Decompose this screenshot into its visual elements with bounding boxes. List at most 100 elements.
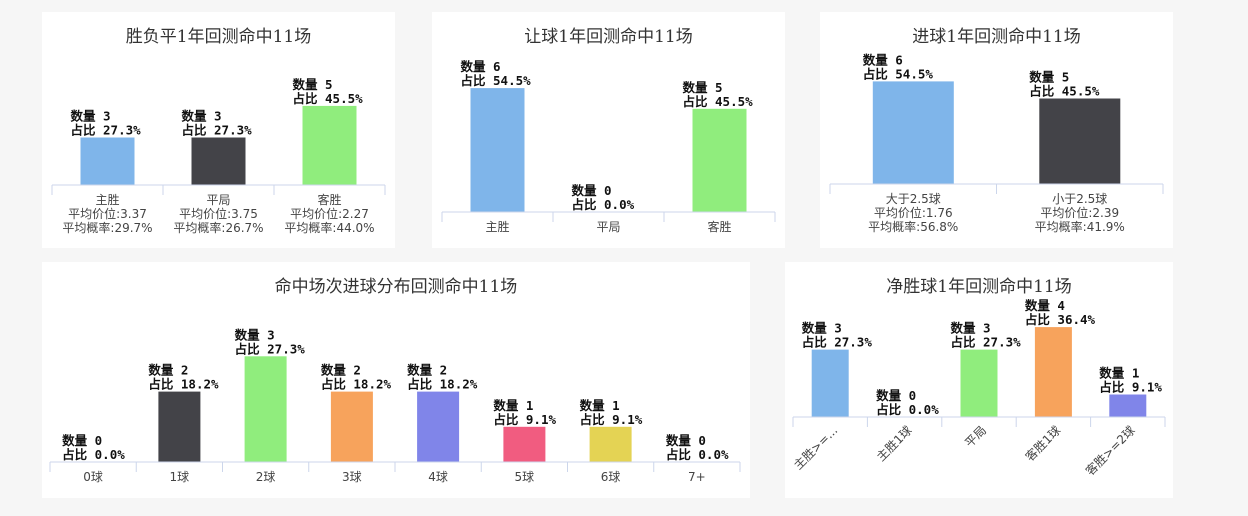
data-label-count: 数量 1: [579, 398, 620, 413]
tick-label: 主胜: [95, 192, 119, 207]
chart-title: 进球1年回测命中11场: [912, 27, 1081, 47]
data-label-count: 数量 3: [950, 321, 991, 336]
bar: [470, 88, 525, 212]
chart-panel-handicap: 让球1年回测命中11场 数量 6 占比 54.5% 主胜 数量 0 占比 0.0% 平局数…: [432, 12, 785, 248]
tick-sublabel: 平均概率:44.0%: [284, 220, 374, 235]
bar: [302, 105, 357, 185]
data-label-count: 数量 5: [292, 77, 333, 92]
tick-label: 0球: [83, 470, 103, 484]
data-label-count: 数量 0: [61, 433, 102, 448]
data-label-ratio: 占比 9.1%: [580, 412, 643, 427]
data-label-count: 数量 4: [1024, 298, 1065, 313]
data-label-ratio: 占比 0.0%: [572, 197, 635, 212]
chart-title: 命中场次进球分布回测命中11场: [274, 277, 518, 297]
data-label-count: 数量 3: [181, 109, 222, 124]
data-label-ratio: 占比 0.0%: [666, 447, 729, 462]
tick-label: 5球: [515, 470, 535, 484]
bar: [589, 426, 632, 462]
tick-label: 平局: [206, 193, 230, 207]
bar: [244, 356, 287, 462]
bar: [872, 81, 954, 184]
tick-label: 客胜1球: [1022, 423, 1063, 464]
bar: [330, 391, 373, 462]
tick-label: 平局: [962, 423, 989, 450]
tick-label: 客胜: [317, 192, 341, 207]
data-label-ratio: 占比 27.3%: [951, 335, 1022, 350]
data-label-ratio: 占比 27.3%: [71, 123, 142, 138]
tick-label: 小于2.5球: [1052, 192, 1107, 206]
data-label-count: 数量 2: [406, 363, 447, 378]
tick-sublabel: 平均概率:29.7%: [62, 220, 152, 235]
bar: [1039, 98, 1121, 184]
bar: [692, 108, 747, 212]
data-label-count: 数量 5: [1028, 70, 1069, 85]
data-label-ratio: 占比 45.5%: [1029, 84, 1100, 99]
tick-label: 客胜>=2球: [1082, 423, 1138, 479]
chart-panel-goal-distribution: 命中场次进球分布回测命中11场 数量 0 占比 0.0% 0球 数量 2 占比 18.2…: [42, 262, 750, 498]
data-label-ratio: 占比 9.1%: [1099, 380, 1162, 395]
tick-label: 2球: [256, 470, 276, 484]
data-label-ratio: 占比 45.5%: [683, 94, 754, 109]
data-label-count: 数量 0: [665, 433, 706, 448]
tick-label: 6球: [601, 470, 621, 484]
data-label-ratio: 占比 18.2%: [407, 377, 478, 392]
tick-label: 客胜: [707, 219, 731, 234]
data-label-count: 数量 6: [862, 52, 903, 67]
data-label-count: 数量 1: [492, 398, 533, 413]
data-label-ratio: 占比 45.5%: [293, 91, 364, 106]
data-label-count: 数量 2: [147, 363, 188, 378]
tick-sublabel: 平均价位:3.37: [68, 206, 147, 221]
data-label-count: 数量 3: [801, 321, 842, 336]
bar: [158, 391, 201, 462]
data-label-ratio: 占比 18.2%: [321, 377, 392, 392]
data-label-ratio: 占比 18.2%: [148, 377, 219, 392]
bar: [960, 349, 998, 417]
data-label-ratio: 占比 36.4%: [1025, 312, 1096, 327]
bar: [80, 137, 135, 185]
chart-panel-goal-difference: 净胜球1年回测命中11场 数量 3 占比 27.3% 主胜>=... 数量 0 占比 0…: [785, 262, 1173, 498]
tick-sublabel: 平均概率:26.7%: [173, 220, 263, 235]
tick-sublabel: 平均价位:2.27: [290, 206, 369, 221]
data-label-ratio: 占比 27.3%: [802, 335, 873, 350]
tick-sublabel: 平均价位:2.39: [1040, 205, 1119, 220]
tick-label: 4球: [428, 470, 448, 484]
bar: [1034, 327, 1072, 417]
data-label-ratio: 占比 54.5%: [863, 66, 934, 81]
tick-sublabel: 平均价位:3.75: [179, 206, 258, 221]
tick-label: 主胜1球: [873, 423, 914, 464]
bar: [503, 426, 546, 462]
tick-label: 1球: [170, 470, 190, 484]
data-label-count: 数量 3: [70, 109, 111, 124]
bar: [1109, 394, 1147, 417]
chart-panel-win-draw-loss: 胜负平1年回测命中11场 数量 3 占比 27.3% 主胜 平均价位:3.37 平均概率…: [42, 12, 395, 248]
tick-label: 平局: [596, 220, 620, 234]
chart-title: 净胜球1年回测命中11场: [886, 277, 1072, 297]
tick-label: 主胜: [485, 219, 509, 234]
data-label-count: 数量 6: [460, 59, 501, 74]
chart-panel-total-goals: 进球1年回测命中11场 数量 6 占比 54.5% 大于2.5球 平均价位:1.76 平…: [820, 12, 1173, 248]
tick-sublabel: 平均价位:1.76: [874, 205, 953, 220]
data-label-count: 数量 0: [571, 183, 612, 198]
data-label-count: 数量 2: [320, 363, 361, 378]
data-label-count: 数量 1: [1098, 366, 1139, 381]
chart-title: 胜负平1年回测命中11场: [125, 27, 312, 47]
data-label-ratio: 占比 0.0%: [62, 447, 125, 462]
chart-plot: 数量 6占比 54.5% 主胜 数量 0占比 0.0% 平局 数量 5占比 45.5% 客…: [441, 59, 776, 234]
data-label-ratio: 占比 0.0%: [876, 402, 939, 417]
tick-sublabel: 平均概率:56.8%: [868, 219, 958, 234]
data-label-ratio: 占比 54.5%: [461, 73, 532, 88]
tick-label: 7+: [688, 470, 706, 484]
bar: [417, 391, 460, 462]
tick-label: 主胜>=...: [790, 423, 840, 473]
data-label-ratio: 占比 27.3%: [182, 123, 253, 138]
data-label-count: 数量 0: [875, 388, 916, 403]
chart-title: 让球1年回测命中11场: [524, 27, 693, 47]
tick-label: 大于2.5球: [886, 192, 941, 206]
data-label-count: 数量 5: [682, 80, 723, 95]
data-label-ratio: 占比 27.3%: [235, 341, 306, 356]
bar: [811, 349, 849, 417]
